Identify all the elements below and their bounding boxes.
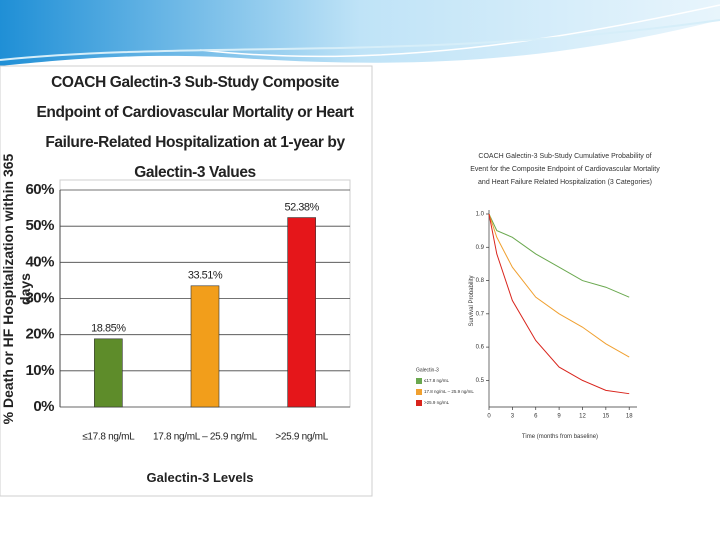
x-tick-label: 6 (534, 414, 538, 420)
y-axis-label: Survival Probability (469, 275, 475, 327)
chart-title: COACH Galectin-3 Sub-Study Cumulative Pr… (470, 153, 660, 186)
legend-title: Galectin-3 (416, 367, 439, 373)
y-tick-label: 30% (25, 289, 54, 306)
legend-swatch (416, 378, 422, 384)
y-tick-label: 0% (33, 398, 54, 415)
series-line (488, 213, 630, 298)
x-tick-label: 18 (626, 414, 633, 420)
legend-label: >25.9 ng/mL (424, 400, 450, 405)
header-wave (0, 19, 720, 61)
y-axis-label: % Death or HF Hospitalization within 365… (0, 153, 33, 425)
x-tick-label: 15 (602, 414, 609, 420)
x-tick-label: 12 (579, 414, 586, 420)
data-label: 18.85% (91, 323, 126, 335)
legend-label: 17.8 ng/mL – 25.9 ng/mL (424, 389, 474, 394)
y-tick-label: 40% (25, 253, 54, 270)
y-tick-label: 0.8 (476, 278, 485, 284)
x-tick-label: ≤17.8 ng/mL (82, 432, 135, 443)
y-tick-label: 0.9 (476, 245, 485, 251)
x-tick-label: 9 (557, 414, 561, 420)
series-line (488, 213, 630, 395)
y-tick-label: 0.5 (476, 378, 485, 384)
y-tick-label: 0.7 (476, 311, 485, 317)
y-tick-label: 1.0 (476, 212, 485, 218)
legend-swatch (416, 389, 422, 395)
bar (94, 338, 123, 408)
x-tick-label: 3 (511, 414, 515, 420)
y-tick-label: 60% (25, 181, 54, 198)
series-line (488, 213, 630, 358)
y-tick-label: 20% (25, 326, 54, 343)
x-axis-label: Time (months from baseline) (521, 434, 599, 440)
y-tick-label: 50% (25, 217, 54, 234)
bar (190, 285, 220, 408)
x-axis-label: Galectin-3 Levels (146, 470, 254, 485)
bar (287, 217, 316, 408)
data-label: 52.38% (285, 201, 320, 213)
y-tick-label: 10% (25, 362, 54, 379)
header-wave (199, 4, 720, 58)
chart-title: COACH Galectin-3 Sub-Study Composite End… (36, 74, 354, 181)
legend-label: ≤17.8 ng/mL (424, 378, 449, 383)
y-tick-label: 0.6 (476, 345, 485, 351)
header-band (0, 0, 720, 66)
x-tick-label: 0 (487, 414, 491, 420)
data-label: 33.51% (188, 270, 223, 282)
x-tick-label: >25.9 ng/mL (275, 432, 328, 443)
legend-swatch (416, 400, 422, 406)
x-tick-label: 17.8 ng/mL – 25.9 ng/mL (153, 432, 258, 443)
